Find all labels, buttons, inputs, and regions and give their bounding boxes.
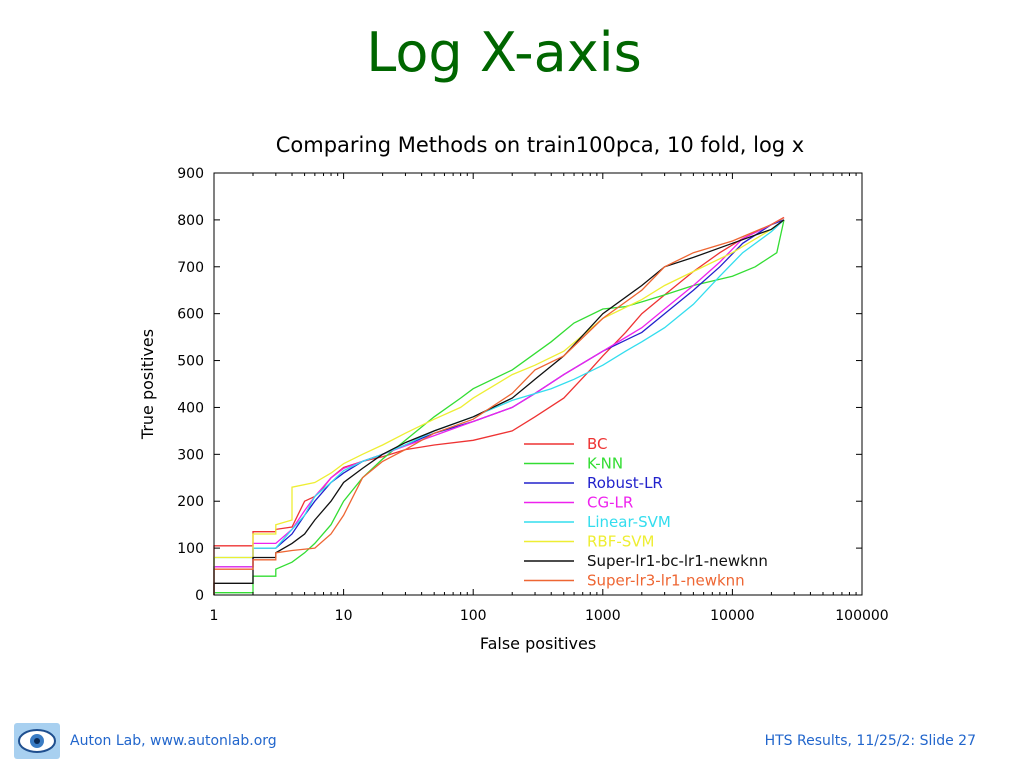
footer-left-text: Auton Lab, www.autonlab.org bbox=[70, 733, 277, 749]
x-tick-label: 1 bbox=[210, 608, 219, 624]
x-tick-label: 10 bbox=[335, 608, 353, 624]
legend-label: BC bbox=[587, 435, 608, 453]
y-tick-label: 300 bbox=[177, 447, 204, 463]
legend-label: Super-lr1-bc-lr1-newknn bbox=[587, 552, 768, 570]
legend-label: Robust-LR bbox=[587, 474, 663, 492]
legend-label: CG-LR bbox=[587, 494, 633, 512]
y-tick-label: 800 bbox=[177, 213, 204, 229]
series-line-7 bbox=[213, 219, 785, 595]
plot-frame bbox=[213, 172, 863, 596]
y-tick-label: 100 bbox=[177, 541, 204, 557]
legend: BCK-NNRobust-LRCG-LRLinear-SVMRBF-SVMSup… bbox=[524, 435, 768, 590]
y-tick-label: 500 bbox=[177, 354, 204, 370]
y-tick-label: 200 bbox=[177, 494, 204, 510]
x-axis-label: False positives bbox=[480, 634, 596, 653]
x-tick-label: 10000 bbox=[710, 608, 755, 624]
eye-logo-icon bbox=[14, 723, 60, 759]
series-layer bbox=[213, 216, 785, 595]
y-axis-label: True positives bbox=[138, 329, 157, 440]
chart: Comparing Methods on train100pca, 10 fol… bbox=[138, 133, 889, 653]
x-tick-label: 100 bbox=[460, 608, 487, 624]
y-tick-label: 700 bbox=[177, 260, 204, 276]
x-tick-label: 100000 bbox=[835, 608, 888, 624]
series-line-2 bbox=[213, 219, 785, 595]
y-tick-label: 400 bbox=[177, 400, 204, 416]
chart-title: Comparing Methods on train100pca, 10 fol… bbox=[276, 133, 805, 157]
x-tick-label: 1000 bbox=[585, 608, 621, 624]
legend-label: RBF-SVM bbox=[587, 533, 654, 551]
y-tick-label: 600 bbox=[177, 307, 204, 323]
slide-title: Log X-axis bbox=[366, 21, 642, 84]
series-line-3 bbox=[213, 219, 785, 595]
legend-label: Linear-SVM bbox=[587, 513, 671, 531]
series-line-6 bbox=[213, 219, 785, 595]
footer-right-text: HTS Results, 11/25/2: Slide 27 bbox=[764, 733, 976, 749]
y-tick-label: 900 bbox=[177, 166, 204, 182]
series-line-8 bbox=[213, 216, 785, 595]
y-tick-label: 0 bbox=[195, 588, 204, 604]
legend-label: K-NN bbox=[587, 455, 623, 473]
legend-label: Super-lr3-lr1-newknn bbox=[587, 572, 745, 590]
tick-layer: 0 100 200 300 400 500 600 700 800 900 1 10 100 1000 10… bbox=[177, 166, 888, 624]
series-line-5 bbox=[213, 219, 785, 595]
